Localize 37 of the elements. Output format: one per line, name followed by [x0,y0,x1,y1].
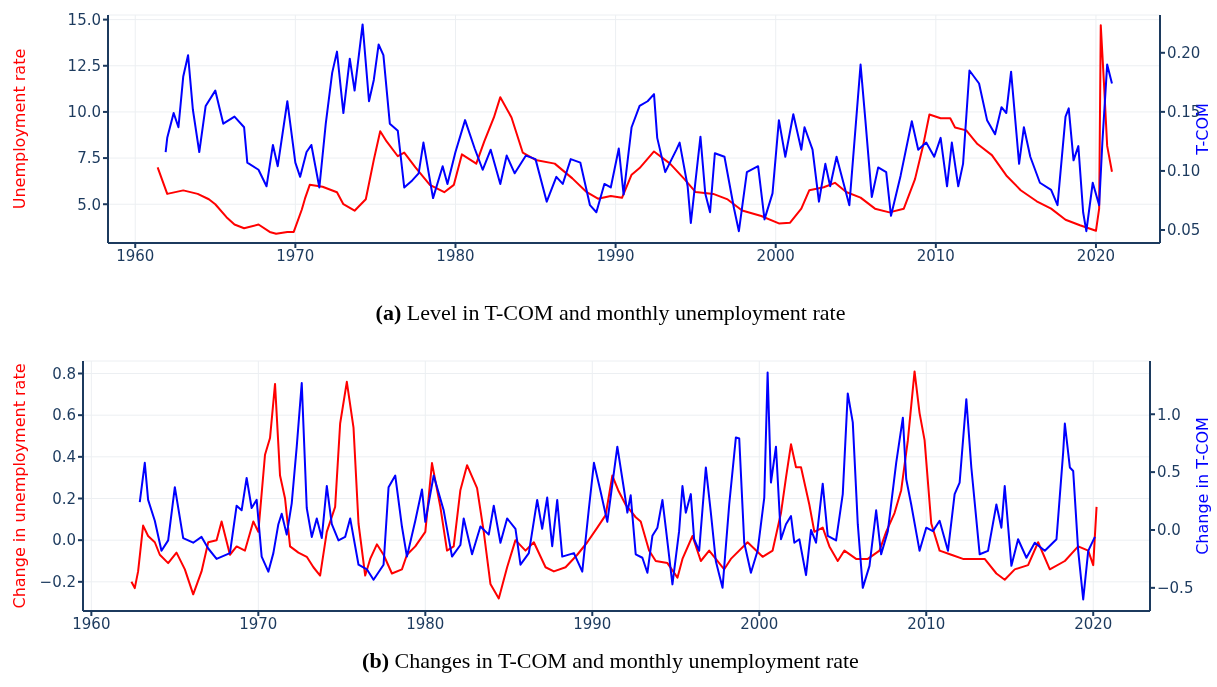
y-tick-label: 12.5 [67,57,101,76]
x-tick-label: 1990 [573,614,612,633]
x-tick-label: 2010 [916,246,955,265]
y2-tick-label: 0.5 [1157,463,1181,482]
y-tick-label: −0.2 [39,573,76,592]
x-tick-label: 1970 [239,614,278,633]
x-tick-label: 1970 [276,246,315,265]
x-tick-label: 1980 [436,246,475,265]
x-tick-label: 2020 [1076,246,1116,265]
y-tick-label: 0.2 [52,489,76,508]
text: (a) Level in T-COM and monthly unemployment rate [375,300,846,326]
x-tick-label: 1960 [116,246,155,265]
y-tick-label: 0.4 [52,448,76,467]
y2-tick-label: 0.20 [1167,44,1201,63]
x-tick-label: 1960 [72,614,111,633]
y2-tick-label: −0.5 [1157,579,1194,598]
y-tick-label: 15.0 [67,10,101,29]
y-tick-label: 10.0 [67,103,101,122]
y2-tick-label: 1.0 [1157,405,1181,424]
x-tick-label: 1980 [406,614,445,633]
y-tick-label: 0.8 [52,364,76,383]
x-tick-label: 2000 [756,246,795,265]
y-tick-label: 0.6 [52,406,76,425]
y2-tick-label: 0.0 [1157,521,1181,540]
y2-tick-label: 0.05 [1167,221,1201,240]
text: (b) Changes in T-COM and monthly unemployment rate [362,648,859,674]
y-axis-title: Unemployment rate [9,48,29,210]
x-tick-label: 1990 [596,246,635,265]
y2-axis-title: Change in T-COM [1192,417,1212,555]
x-tick-label: 2020 [1074,614,1113,633]
x-tick-label: 2000 [740,614,779,633]
y2-tick-label: 0.10 [1167,162,1201,181]
y-tick-label: 0.0 [52,531,76,550]
x-tick-label: 2010 [907,614,946,633]
y-tick-label: 5.0 [77,195,101,214]
y-tick-label: 7.5 [77,149,101,168]
y-axis-title: Change in unemployment rate [9,363,29,609]
